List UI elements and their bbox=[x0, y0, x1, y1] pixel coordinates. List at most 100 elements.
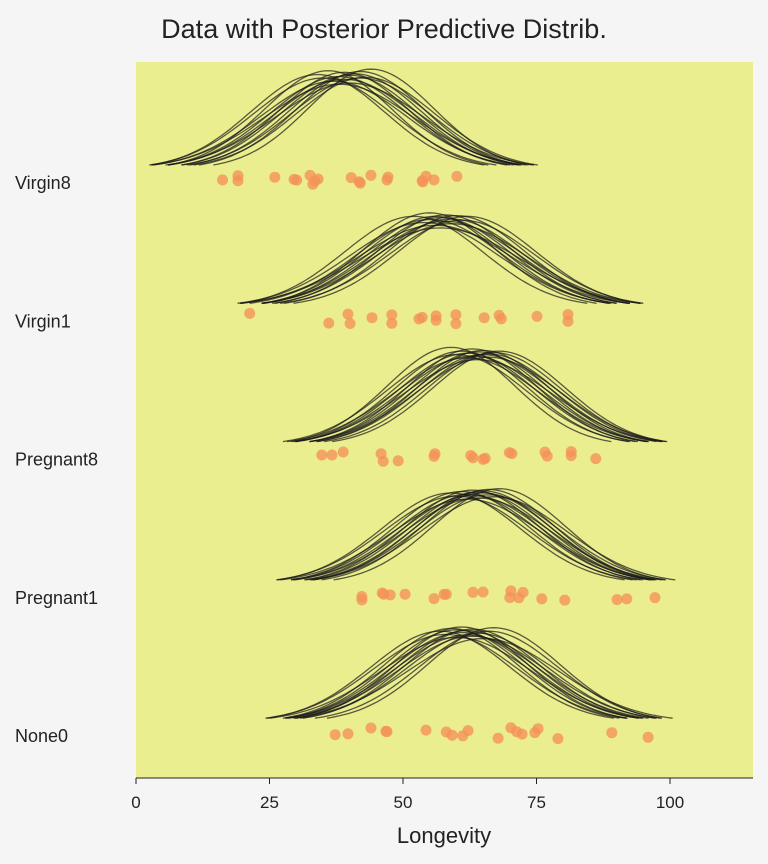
posterior-curve bbox=[314, 630, 663, 719]
data-point bbox=[649, 592, 661, 604]
posterior-curve bbox=[302, 628, 643, 719]
data-point bbox=[465, 450, 477, 461]
posterior-curve bbox=[296, 626, 628, 719]
posterior-curve bbox=[309, 351, 647, 443]
data-point bbox=[430, 310, 442, 322]
posterior-curve bbox=[167, 78, 521, 166]
posterior-curve bbox=[262, 212, 597, 304]
x-tick-label: 75 bbox=[527, 793, 546, 812]
data-point bbox=[342, 308, 354, 320]
plot-area bbox=[136, 62, 753, 778]
data-point bbox=[429, 448, 441, 460]
data-point bbox=[428, 593, 440, 605]
posterior-curve bbox=[239, 215, 588, 304]
data-point bbox=[611, 594, 623, 606]
posterior-curve bbox=[237, 221, 612, 304]
posterior-curve bbox=[310, 494, 667, 581]
posterior-curve bbox=[274, 214, 617, 304]
posterior-curves bbox=[149, 68, 676, 719]
x-tick-label: 100 bbox=[656, 793, 684, 812]
data-point bbox=[217, 174, 228, 186]
data-point bbox=[590, 453, 602, 465]
posterior-curve bbox=[181, 71, 508, 166]
data-point bbox=[552, 733, 564, 745]
posterior-curve bbox=[333, 488, 665, 581]
data-point bbox=[342, 728, 354, 740]
data-point bbox=[440, 588, 452, 600]
data-point bbox=[562, 315, 574, 327]
posterior-curve bbox=[280, 219, 644, 304]
data-point bbox=[386, 317, 398, 329]
posterior-curve bbox=[305, 491, 651, 581]
data-point bbox=[399, 588, 411, 600]
data-point bbox=[495, 313, 507, 325]
data-point bbox=[513, 592, 525, 604]
data-point bbox=[382, 171, 394, 183]
data-point bbox=[467, 586, 479, 598]
data-point bbox=[451, 170, 463, 182]
posterior-curve bbox=[261, 223, 641, 304]
data-point bbox=[642, 731, 654, 743]
data-point bbox=[365, 722, 377, 734]
data-point bbox=[323, 317, 335, 329]
posterior-curve bbox=[213, 68, 529, 166]
data-point bbox=[326, 449, 338, 461]
data-point bbox=[506, 448, 518, 460]
data-point bbox=[477, 586, 489, 598]
data-point bbox=[344, 318, 356, 329]
posterior-curve bbox=[288, 635, 657, 719]
data-point bbox=[516, 728, 528, 740]
y-tick-label: Pregnant1 bbox=[15, 588, 98, 608]
data-point bbox=[269, 171, 281, 183]
y-tick-label: Virgin8 bbox=[15, 173, 71, 193]
posterior-curve bbox=[304, 489, 641, 581]
data-point bbox=[353, 176, 365, 188]
data-point bbox=[565, 450, 577, 462]
posterior-curve bbox=[261, 220, 631, 304]
data-point bbox=[337, 446, 349, 458]
data-point bbox=[479, 452, 491, 464]
data-point bbox=[413, 313, 425, 325]
posterior-curve bbox=[316, 353, 661, 443]
x-tick-label: 0 bbox=[131, 793, 140, 812]
data-point bbox=[316, 449, 328, 461]
posterior-curve bbox=[309, 348, 636, 443]
data-point bbox=[532, 723, 544, 735]
data-point bbox=[531, 310, 543, 322]
data-point bbox=[375, 448, 387, 460]
chart-title: Data with Posterior Predictive Distrib. bbox=[161, 14, 607, 44]
posterior-curve bbox=[150, 73, 485, 166]
posterior-curve bbox=[285, 629, 628, 719]
posterior-curve bbox=[309, 492, 657, 581]
data-point bbox=[386, 309, 398, 321]
data-point bbox=[462, 725, 474, 737]
data-point bbox=[384, 589, 396, 601]
data-point bbox=[559, 594, 571, 606]
data-point bbox=[356, 594, 368, 606]
data-point bbox=[381, 726, 393, 738]
posterior-curve bbox=[312, 496, 676, 581]
data-point bbox=[420, 724, 432, 736]
posterior-curve bbox=[189, 73, 521, 166]
data-point bbox=[606, 727, 618, 739]
data-point bbox=[291, 174, 303, 186]
posterior-curve bbox=[193, 76, 538, 166]
data-point bbox=[232, 170, 244, 182]
y-tick-label: Virgin1 bbox=[15, 311, 71, 331]
x-tick-label: 25 bbox=[260, 793, 279, 812]
data-points bbox=[217, 169, 661, 745]
y-tick-label: None0 bbox=[15, 726, 68, 746]
data-point bbox=[621, 593, 633, 605]
data-point bbox=[478, 312, 490, 324]
data-point bbox=[366, 312, 378, 324]
y-tick-labels: Virgin8 Virgin1 Pregnant8 Pregnant1 None0 bbox=[15, 173, 98, 746]
data-point bbox=[505, 585, 517, 597]
y-tick-label: Pregnant8 bbox=[15, 450, 98, 470]
x-axis-label: Longevity bbox=[397, 823, 491, 848]
data-point bbox=[450, 309, 462, 321]
data-point bbox=[365, 169, 377, 181]
posterior-curve bbox=[326, 627, 661, 719]
data-point bbox=[450, 318, 462, 330]
x-tick-label: 50 bbox=[394, 793, 413, 812]
